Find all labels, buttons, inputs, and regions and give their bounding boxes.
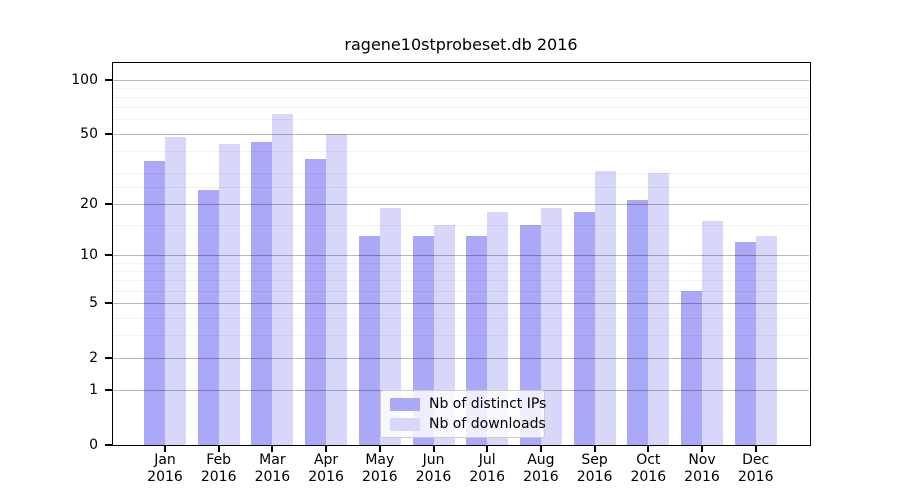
x-tick-mark	[325, 446, 328, 452]
bar-downloads-oct	[648, 173, 670, 445]
y-tick-mark	[105, 78, 112, 81]
x-tick-label: Dec 2016	[737, 452, 774, 485]
x-tick-mark	[217, 446, 220, 452]
x-tick-mark	[701, 446, 703, 452]
x-tick-label: Oct 2016	[630, 452, 667, 485]
legend-label-downloads: Nb of downloads	[429, 416, 546, 432]
bar-distinct-ips-apr	[305, 159, 327, 445]
y-tick-label: 5	[89, 295, 98, 312]
y-tick-label: 10	[80, 247, 98, 264]
bar-downloads-jul	[487, 211, 509, 445]
bar-distinct-ips-oct	[627, 200, 649, 445]
y-tick-label: 50	[80, 125, 98, 142]
y-tick-label: 1	[89, 382, 98, 399]
minor-gridline	[113, 119, 809, 121]
x-tick-mark	[647, 446, 650, 452]
legend-item-distinct-ips: Nb of distinct IPs	[390, 397, 546, 411]
x-tick-label: Sep 2016	[576, 452, 613, 485]
y-tick-mark	[105, 302, 112, 305]
bar-distinct-ips-nov	[681, 290, 702, 445]
bar-downloads-may	[379, 207, 401, 445]
x-tick-mark	[539, 446, 542, 452]
bar-downloads-jan	[165, 136, 186, 445]
y-tick-label: 0	[89, 437, 98, 453]
x-tick-label: May 2016	[361, 452, 398, 485]
bar-downloads-feb	[218, 143, 240, 445]
bar-downloads-dec	[755, 236, 777, 445]
x-tick-label: Jan 2016	[147, 452, 183, 485]
y-tick-label: 2	[89, 349, 98, 366]
bar-downloads-nov	[702, 220, 723, 445]
minor-gridline	[113, 186, 809, 188]
y-tick-label: 20	[80, 195, 98, 212]
bar-downloads-mar	[272, 114, 294, 445]
y-tick-mark	[105, 202, 112, 205]
x-tick-mark	[486, 446, 489, 452]
x-tick-label: Mar 2016	[254, 452, 291, 485]
x-tick-label: Feb 2016	[200, 452, 237, 485]
bar-distinct-ips-dec	[734, 241, 756, 445]
x-tick-label: Apr 2016	[308, 452, 344, 485]
legend-label-distinct-ips: Nb of distinct IPs	[429, 396, 547, 412]
x-tick-mark	[164, 446, 166, 452]
bar-downloads-sep	[594, 170, 616, 445]
y-tick-mark	[105, 132, 112, 135]
minor-gridline	[113, 173, 809, 175]
legend-swatch-distinct-ips	[390, 397, 420, 411]
x-tick-mark	[432, 446, 435, 452]
y-tick-label: 100	[71, 71, 98, 88]
x-tick-label: Jun 2016	[415, 452, 452, 485]
bar-downloads-apr	[326, 133, 348, 445]
major-gridline	[113, 133, 809, 135]
bar-distinct-ips-jan	[144, 161, 165, 445]
x-tick-mark	[754, 446, 757, 452]
y-tick-mark	[105, 389, 112, 392]
legend: Nb of distinct IPs Nb of downloads	[380, 390, 546, 438]
minor-gridline	[113, 107, 809, 109]
x-tick-mark	[271, 446, 274, 452]
minor-gridline	[113, 150, 809, 152]
x-tick-label: Jul 2016	[469, 452, 505, 485]
y-tick-mark	[105, 356, 112, 359]
bar-distinct-ips-may	[358, 236, 380, 445]
major-gridline	[113, 79, 809, 81]
y-tick-mark	[105, 444, 112, 446]
bar-distinct-ips-mar	[251, 141, 273, 445]
x-tick-label: Nov 2016	[684, 452, 720, 485]
x-tick-mark	[378, 446, 381, 452]
x-tick-label: Aug 2016	[523, 452, 559, 485]
x-tick-mark	[593, 446, 596, 452]
bar-distinct-ips-feb	[197, 190, 219, 445]
chart-title: ragene10stprobeset.db 2016	[344, 35, 578, 54]
bar-downloads-aug	[540, 207, 562, 445]
y-tick-mark	[105, 254, 112, 257]
minor-gridline	[113, 96, 809, 98]
legend-item-downloads: Nb of downloads	[390, 417, 546, 431]
minor-gridline	[113, 87, 809, 89]
legend-swatch-downloads	[390, 417, 420, 431]
bar-distinct-ips-sep	[573, 211, 595, 445]
